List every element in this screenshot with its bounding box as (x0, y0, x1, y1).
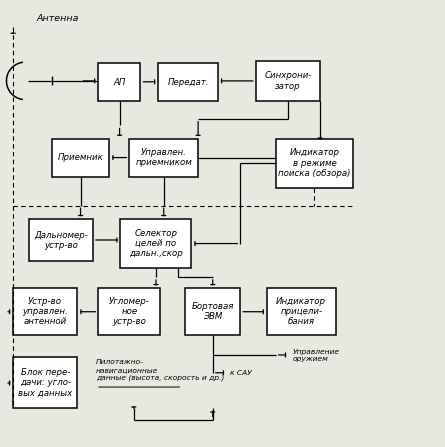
Bar (256, 61, 320, 101)
Bar (185, 288, 240, 335)
Bar (13, 357, 77, 409)
Text: Блок пере-
дачи: угло-
вых данных: Блок пере- дачи: угло- вых данных (18, 368, 73, 398)
Bar (121, 219, 191, 268)
Text: Приемник: Приемник (57, 153, 104, 162)
Text: Дальномер-
устр-во: Дальномер- устр-во (34, 231, 88, 250)
Bar (28, 219, 93, 261)
Text: Антенна: Антенна (36, 14, 79, 23)
Text: Управлен.
приемником: Управлен. приемником (135, 148, 192, 168)
Text: Селектор
целей по
дальн.,скор: Селектор целей по дальн.,скор (129, 229, 183, 258)
Text: Угломер-
ное
устр-во: Угломер- ное устр-во (109, 297, 150, 326)
Bar (98, 63, 141, 101)
Bar (13, 288, 77, 335)
Bar (98, 288, 160, 335)
Bar (52, 139, 109, 177)
Bar (276, 139, 353, 188)
Bar (267, 288, 336, 335)
Text: Бортовая
ЭВМ: Бортовая ЭВМ (191, 302, 234, 321)
Bar (129, 139, 198, 177)
Text: Индикатор
в режиме
поиска (обзора): Индикатор в режиме поиска (обзора) (278, 148, 351, 178)
Text: Пилотажно-
навигационные
данные (высота, скорость и др.): Пилотажно- навигационные данные (высота,… (96, 359, 224, 381)
Text: АП: АП (113, 77, 125, 87)
Text: к САУ: к САУ (231, 370, 252, 375)
Bar (158, 63, 218, 101)
Text: Синхрони-
затор: Синхрони- затор (264, 71, 312, 91)
Text: Индикатор
прицели-
бания: Индикатор прицели- бания (276, 297, 326, 326)
Text: Устр-во
управлен.
антенной: Устр-во управлен. антенной (22, 297, 68, 326)
Text: Передат.: Передат. (167, 77, 209, 87)
Text: Управление
оружием: Управление оружием (293, 349, 340, 362)
